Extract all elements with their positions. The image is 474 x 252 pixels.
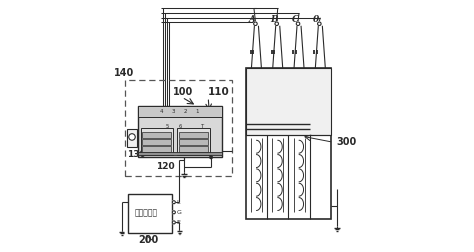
Text: 0: 0 (313, 15, 319, 24)
Circle shape (296, 22, 300, 25)
Text: 200: 200 (138, 235, 158, 244)
Text: G: G (176, 210, 181, 215)
Text: 140: 140 (114, 68, 134, 78)
Text: 绝缘电阻表: 绝缘电阻表 (135, 209, 158, 217)
Text: L: L (176, 200, 180, 205)
Text: 6: 6 (178, 124, 182, 129)
Text: E: E (176, 220, 180, 225)
Text: 120: 120 (155, 162, 174, 171)
Bar (138, 152, 222, 155)
Circle shape (173, 211, 175, 214)
Bar (140, 128, 173, 155)
Text: 1: 1 (195, 109, 199, 114)
Text: 4: 4 (160, 109, 163, 114)
Text: 5: 5 (166, 124, 169, 129)
Text: C: C (292, 15, 299, 24)
Circle shape (129, 134, 135, 140)
Circle shape (173, 221, 175, 224)
Bar (246, 68, 331, 135)
Circle shape (173, 201, 175, 204)
Text: 100: 100 (173, 87, 193, 97)
Bar (180, 139, 208, 145)
Bar (180, 146, 208, 152)
Bar (246, 68, 331, 219)
Text: B: B (270, 15, 278, 24)
Bar (138, 106, 222, 157)
Bar (143, 146, 171, 152)
Bar (138, 106, 222, 117)
Circle shape (210, 156, 212, 159)
Bar (177, 128, 210, 155)
Bar (127, 129, 137, 147)
Text: 3: 3 (172, 109, 175, 114)
Bar (180, 132, 208, 138)
Text: 300: 300 (336, 137, 356, 147)
Text: 110: 110 (208, 87, 230, 97)
Circle shape (254, 22, 257, 25)
Bar (128, 194, 172, 233)
Text: A: A (249, 15, 256, 24)
Bar (143, 132, 171, 138)
Text: 2: 2 (183, 109, 187, 114)
Bar (143, 139, 171, 145)
Circle shape (318, 22, 321, 25)
Text: T: T (201, 124, 204, 129)
Text: 130: 130 (127, 150, 146, 159)
Bar (126, 80, 232, 176)
Circle shape (275, 22, 279, 25)
